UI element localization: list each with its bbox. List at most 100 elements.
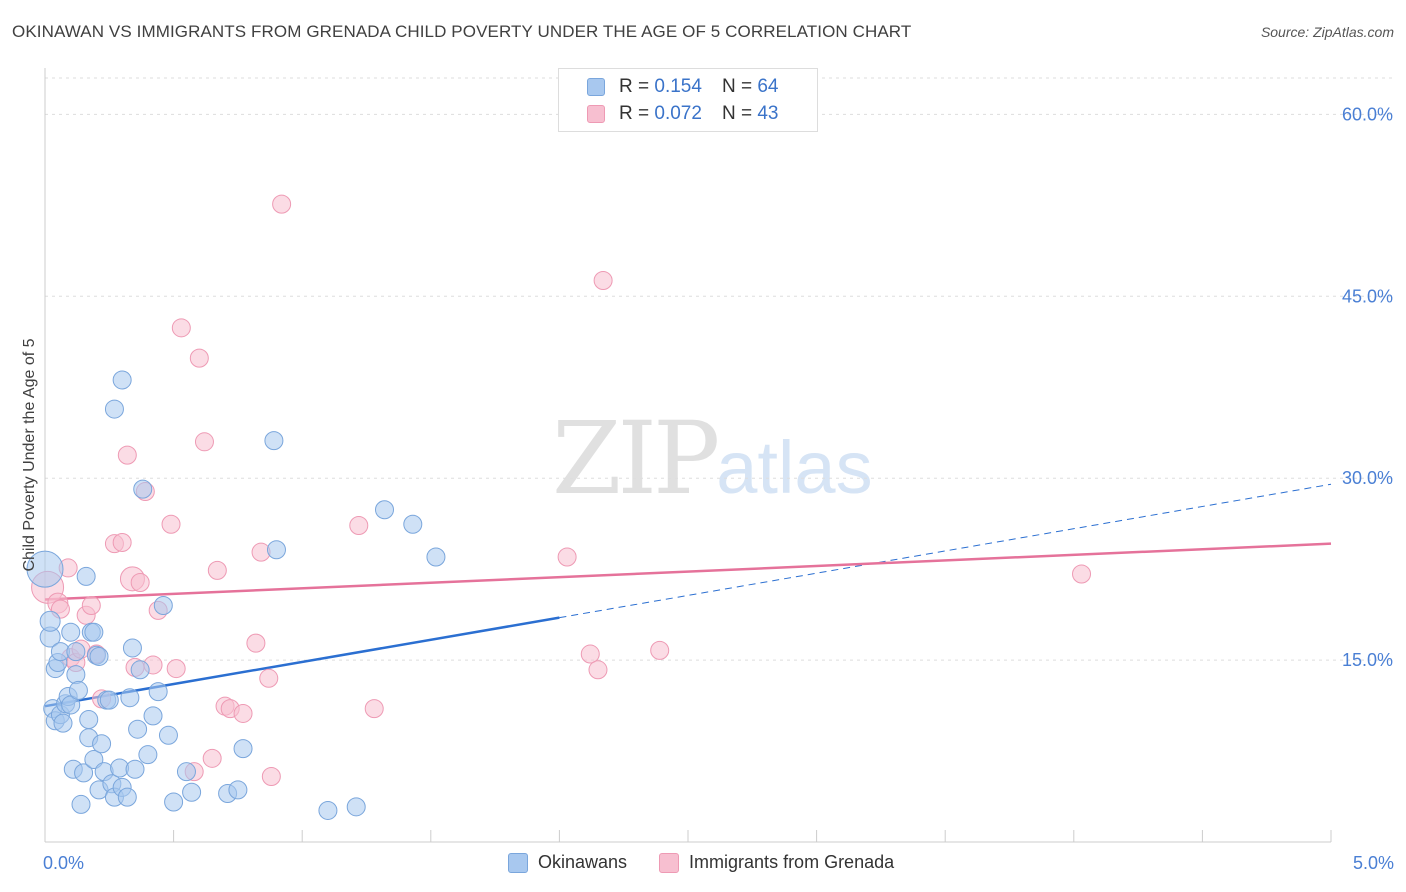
point-okinawans: [112, 370, 132, 390]
point-okinawans: [128, 719, 148, 739]
point-immigrants-from-grenada: [202, 748, 222, 768]
point-okinawans: [148, 682, 168, 702]
point-okinawans: [158, 725, 178, 745]
y-tick-label: 60.0%: [1342, 104, 1393, 124]
watermark-atlas: atlas: [716, 426, 873, 509]
legend-stats: R = 0.154 N = 64 R = 0.072 N = 43: [558, 68, 818, 132]
point-okinawans: [99, 690, 119, 710]
legend-swatch-blue: [587, 78, 605, 96]
point-immigrants-from-grenada: [259, 668, 279, 688]
point-okinawans: [79, 710, 99, 730]
point-immigrants-from-grenada: [261, 767, 281, 787]
point-okinawans: [71, 794, 91, 814]
n-value: 43: [757, 103, 779, 124]
y-tick-label: 45.0%: [1342, 286, 1393, 306]
point-okinawans: [164, 792, 184, 812]
trend-grenada: [44, 542, 1332, 601]
point-okinawans: [176, 762, 196, 782]
point-okinawans: [53, 713, 73, 733]
legend-row-okinawans: R = 0.154 N = 64: [587, 75, 778, 99]
point-okinawans: [68, 680, 88, 700]
point-immigrants-from-grenada: [588, 660, 608, 680]
point-okinawans: [233, 739, 253, 759]
point-okinawans: [133, 479, 153, 499]
trend-lines: [44, 483, 1332, 708]
chart-title: OKINAWAN VS IMMIGRANTS FROM GRENADA CHIL…: [12, 22, 912, 41]
point-okinawans: [117, 787, 137, 807]
gridlines: [45, 77, 1392, 661]
point-immigrants-from-grenada: [233, 703, 253, 723]
point-okinawans: [228, 780, 248, 800]
y-tick-label: 15.0%: [1342, 650, 1393, 670]
point-okinawans: [104, 399, 124, 419]
legend-row-grenada: R = 0.072 N = 43: [587, 102, 778, 126]
point-immigrants-from-grenada: [580, 644, 600, 664]
point-immigrants-from-grenada: [557, 547, 577, 567]
point-okinawans: [346, 797, 366, 817]
r-label: R =: [619, 103, 650, 124]
legend-swatch-pink: [587, 105, 605, 123]
y-axis-label: Child Poverty Under the Age of 5: [21, 338, 38, 571]
point-okinawans: [318, 800, 338, 820]
y-tick-label: 30.0%: [1342, 468, 1393, 488]
point-immigrants-from-grenada: [130, 572, 150, 592]
legend-swatch-okinawans: [508, 852, 528, 873]
legend-swatch-grenada: [659, 852, 680, 873]
point-okinawans: [138, 745, 158, 765]
point-okinawans: [153, 596, 173, 616]
point-okinawans: [61, 695, 81, 715]
trend-okinawans-extension: [559, 483, 1332, 619]
point-okinawans: [84, 622, 104, 642]
point-okinawans: [426, 547, 446, 567]
n-label: N =: [721, 103, 753, 124]
point-immigrants-from-grenada: [650, 640, 670, 660]
point-immigrants-from-grenada: [1072, 564, 1092, 584]
tick-labels: 15.0% 30.0% 45.0% 60.0% 0.0% 5.0%: [43, 104, 1394, 873]
point-okinawans: [375, 500, 395, 520]
n-value: 64: [757, 76, 779, 97]
point-immigrants-from-grenada: [194, 432, 214, 452]
point-okinawans: [143, 706, 163, 726]
point-immigrants-from-grenada: [81, 596, 101, 616]
r-value: 0.072: [654, 103, 702, 124]
point-okinawans: [39, 610, 61, 632]
n-label: N =: [721, 76, 753, 97]
point-okinawans: [76, 566, 96, 586]
points-immigrants-from-grenada: [31, 194, 1092, 787]
point-immigrants-from-grenada: [189, 348, 209, 368]
r-value: 0.154: [654, 76, 702, 97]
points-okinawans: [26, 370, 446, 820]
point-immigrants-from-grenada: [272, 194, 292, 214]
point-okinawans: [403, 514, 423, 534]
point-okinawans: [26, 550, 64, 588]
x-tick-label-max: 5.0%: [1353, 853, 1394, 873]
axes: [44, 68, 1332, 843]
point-immigrants-from-grenada: [207, 560, 227, 580]
point-immigrants-from-grenada: [161, 514, 181, 534]
watermark-zip: ZIP: [552, 400, 720, 517]
point-immigrants-from-grenada: [117, 445, 137, 465]
point-okinawans: [92, 734, 112, 754]
point-immigrants-from-grenada: [593, 271, 613, 291]
legend-label-grenada: Immigrants from Grenada: [689, 852, 895, 872]
point-okinawans: [66, 665, 86, 685]
point-okinawans: [84, 750, 104, 770]
legend-series: Okinawans Immigrants from Grenada: [508, 852, 894, 873]
point-immigrants-from-grenada: [171, 318, 191, 338]
legend-label-okinawans: Okinawans: [538, 852, 628, 872]
point-immigrants-from-grenada: [349, 515, 369, 535]
point-okinawans: [130, 660, 150, 680]
point-okinawans: [182, 782, 202, 802]
r-label: R =: [619, 76, 650, 97]
watermark: ZIPatlas: [552, 400, 873, 517]
point-okinawans: [89, 646, 109, 666]
point-okinawans: [264, 431, 284, 451]
point-okinawans: [74, 763, 94, 783]
point-okinawans: [66, 642, 86, 662]
point-okinawans: [61, 622, 81, 642]
point-immigrants-from-grenada: [364, 699, 384, 719]
x-tick-label-min: 0.0%: [43, 853, 84, 873]
point-immigrants-from-grenada: [166, 659, 186, 679]
point-immigrants-from-grenada: [246, 633, 266, 653]
